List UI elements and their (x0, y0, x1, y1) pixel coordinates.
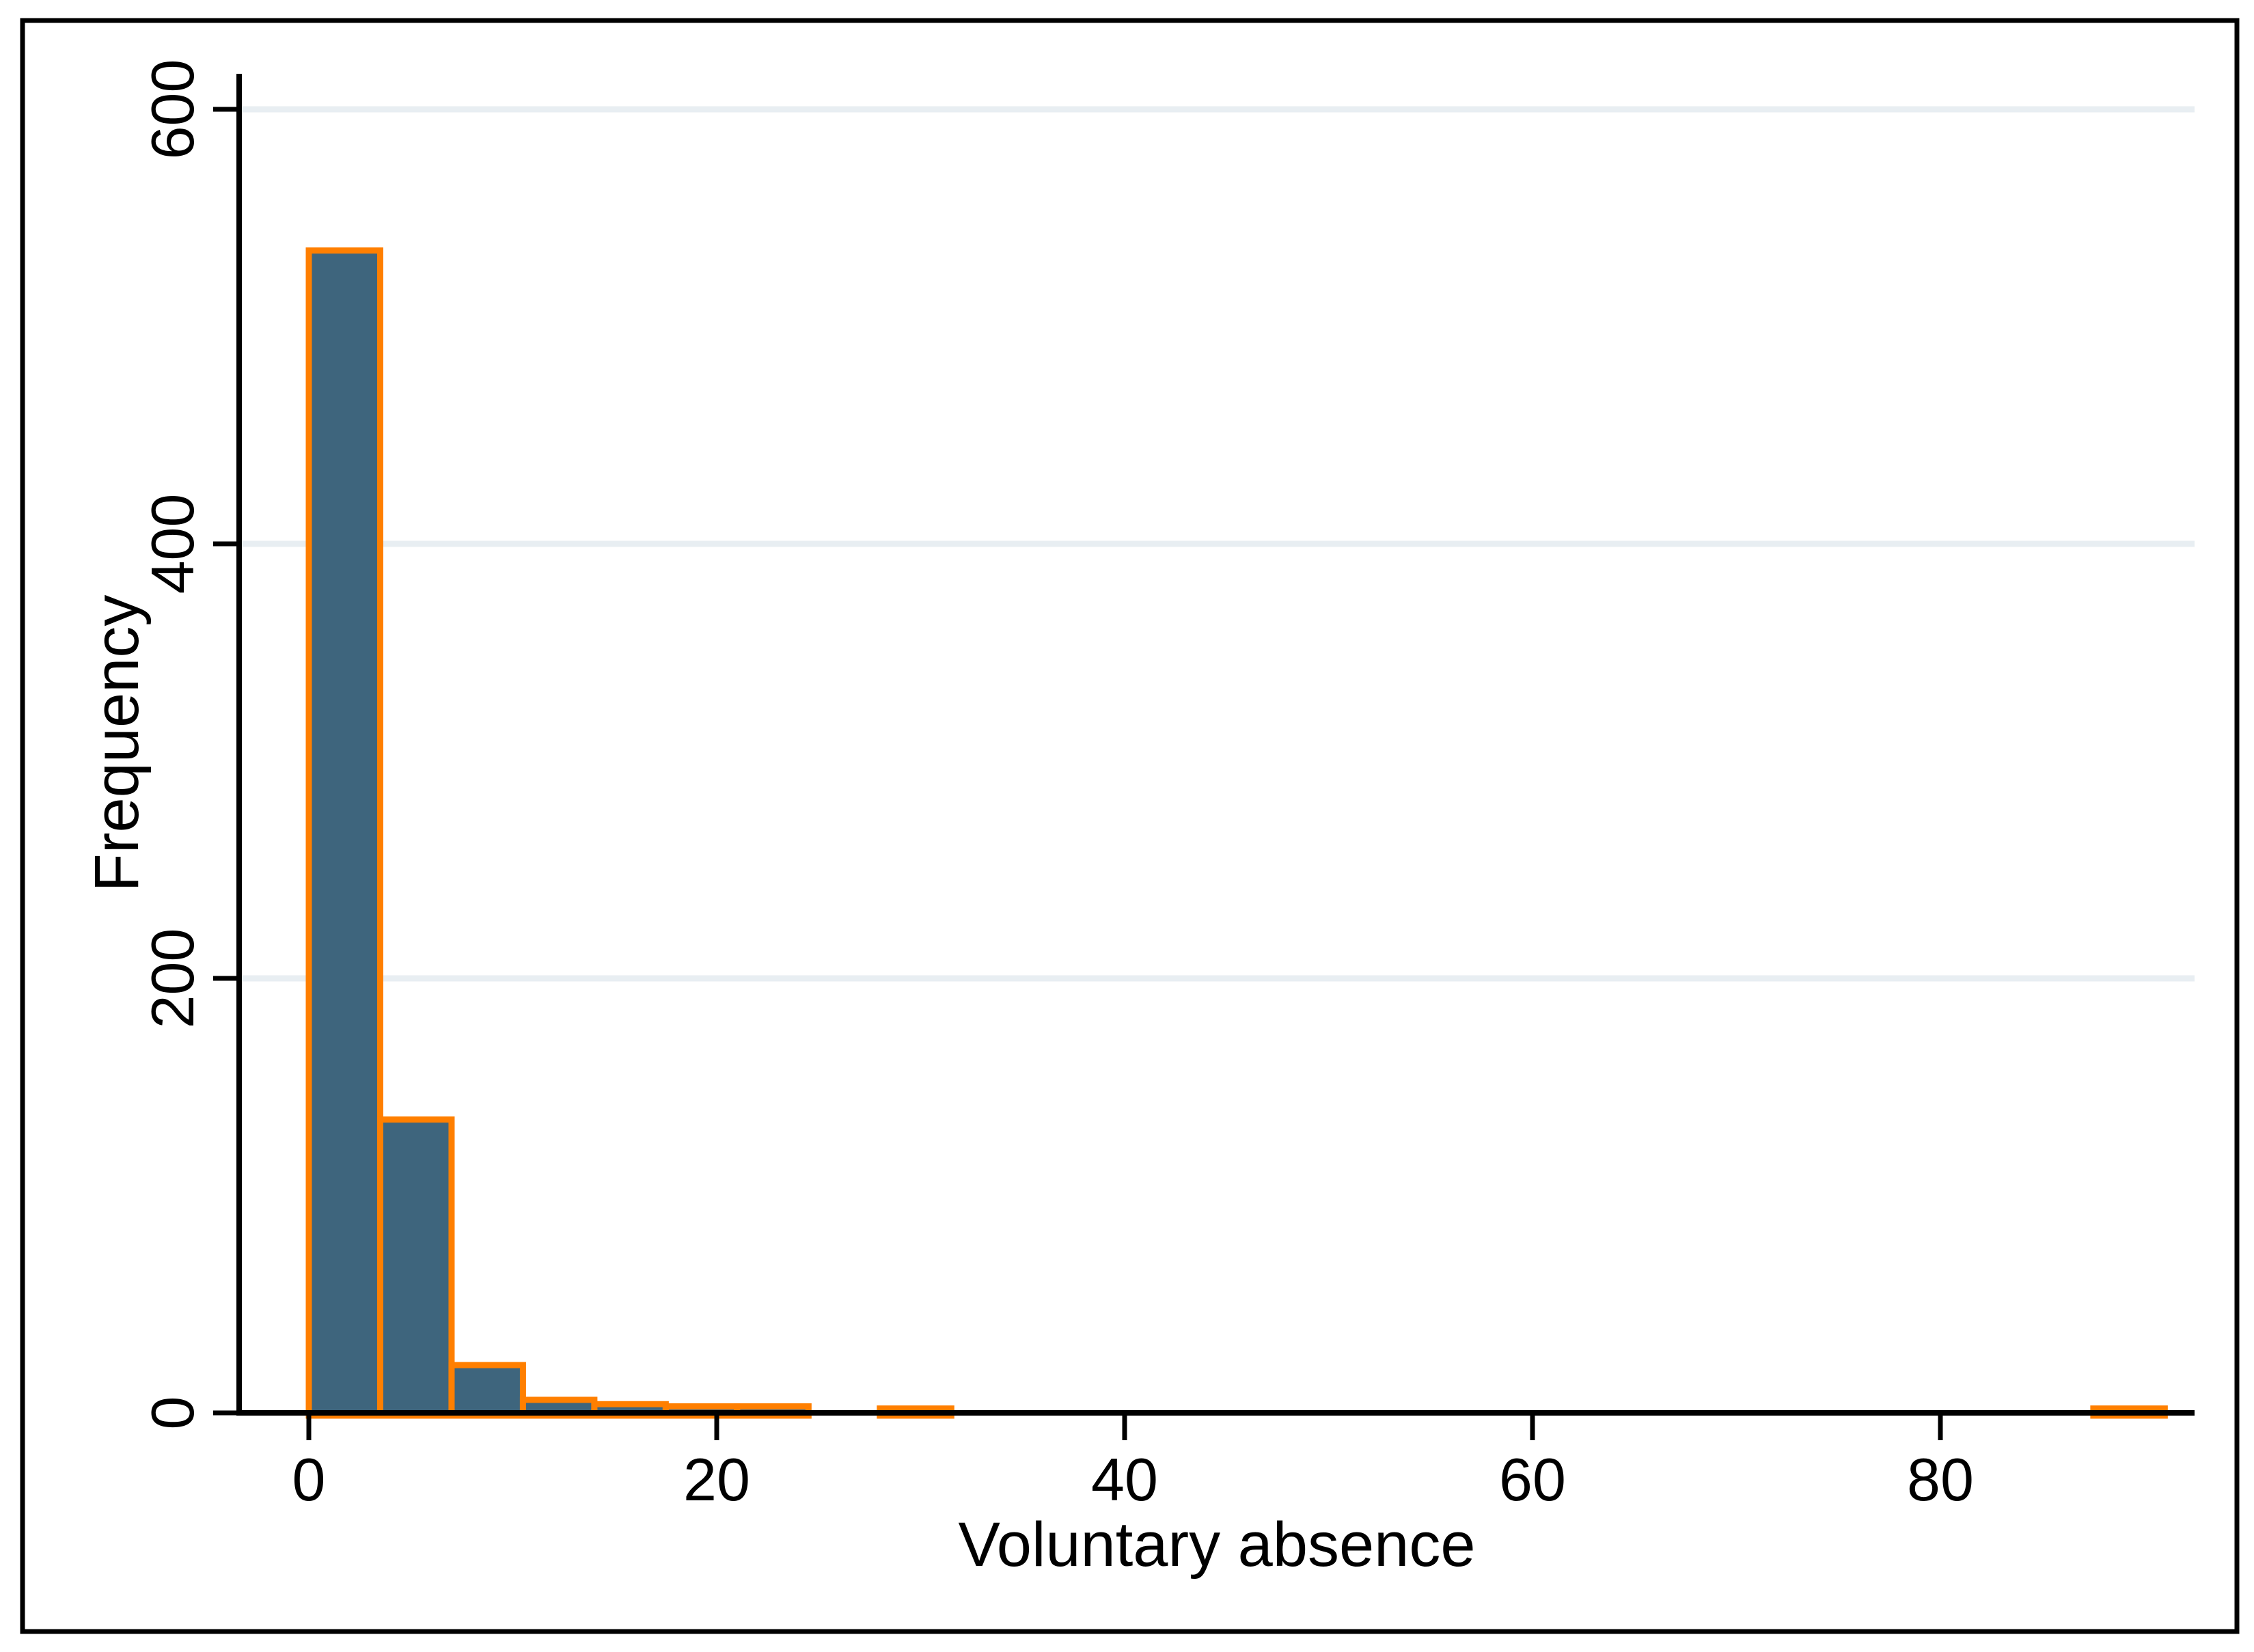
y-axis-ticks (213, 107, 238, 1416)
x-tick-label: 80 (1907, 1446, 1974, 1513)
histogram-bar (305, 247, 383, 1419)
histogram-bar (448, 1362, 526, 1419)
x-axis-tick-labels: 0 20 40 60 80 (292, 1446, 1974, 1513)
x-axis-label: Voluntary absence (959, 1510, 1476, 1580)
x-tick-label: 60 (1499, 1446, 1566, 1513)
y-tick-label: 400 (139, 494, 206, 594)
y-axis-label: Frequency (82, 595, 152, 892)
axes (236, 74, 2195, 1416)
y-tick-label: 200 (139, 928, 206, 1029)
y-tick-label: 0 (139, 1396, 206, 1430)
y-axis-tick-labels: 0 200 400 600 (139, 59, 206, 1430)
x-axis-ticks (306, 1416, 1943, 1440)
bars (305, 247, 2168, 1419)
x-tick-label: 0 (292, 1446, 326, 1513)
gridlines (239, 106, 2195, 982)
histogram-bar (376, 1116, 455, 1419)
x-tick-label: 40 (1091, 1446, 1158, 1513)
y-tick-label: 600 (139, 59, 206, 160)
plot-frame (20, 18, 2240, 1634)
x-tick-label: 20 (683, 1446, 750, 1513)
